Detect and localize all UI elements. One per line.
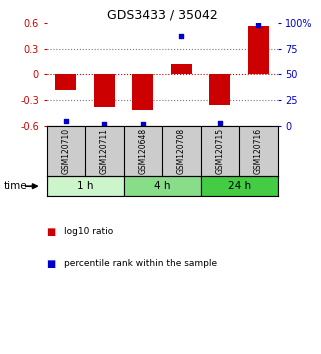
Point — [256, 22, 261, 28]
Text: 24 h: 24 h — [228, 181, 251, 191]
Text: 4 h: 4 h — [154, 181, 170, 191]
Text: percentile rank within the sample: percentile rank within the sample — [64, 259, 217, 268]
Text: log10 ratio: log10 ratio — [64, 227, 113, 236]
Bar — [248, 25, 269, 74]
Text: GSM120716: GSM120716 — [254, 128, 263, 174]
Text: GSM120710: GSM120710 — [61, 128, 70, 174]
Point — [63, 118, 68, 124]
Bar — [124, 176, 201, 196]
Bar — [201, 176, 278, 196]
Point — [179, 34, 184, 39]
Point — [217, 120, 222, 125]
Title: GDS3433 / 35042: GDS3433 / 35042 — [107, 9, 218, 22]
Text: GSM120648: GSM120648 — [138, 128, 147, 174]
Text: ■: ■ — [47, 259, 59, 269]
Text: 1 h: 1 h — [77, 181, 93, 191]
Bar — [47, 176, 124, 196]
Text: GSM120715: GSM120715 — [215, 128, 224, 174]
Point — [140, 121, 145, 126]
Bar — [209, 74, 230, 105]
Text: GSM120711: GSM120711 — [100, 128, 109, 174]
Text: GSM120708: GSM120708 — [177, 128, 186, 174]
Point — [102, 121, 107, 126]
Bar — [94, 74, 115, 107]
Bar — [132, 74, 153, 110]
Bar — [55, 74, 76, 90]
Text: ■: ■ — [47, 227, 59, 237]
Bar — [171, 64, 192, 74]
Text: time: time — [3, 181, 27, 191]
